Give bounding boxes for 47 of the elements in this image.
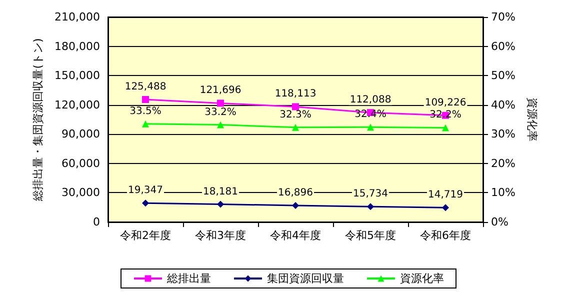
point: [217, 100, 224, 107]
legend-label: 総排出量: [166, 272, 211, 285]
y2-tick-label: 40%: [491, 98, 516, 112]
data-label: 15,734: [353, 188, 388, 200]
data-label: 19,347: [128, 185, 163, 196]
y-tick-label: 30,000: [62, 186, 100, 200]
y-tick-label: 60,000: [62, 156, 100, 170]
data-label: 125,488: [124, 82, 166, 92]
x-tick-label: 令和5年度: [345, 229, 396, 242]
point: [142, 96, 149, 103]
y2-axis-title: 資源化率: [525, 98, 538, 142]
point: [217, 200, 224, 208]
y2-tick-label: 50%: [491, 69, 516, 82]
y-tick-label: 120,000: [54, 98, 100, 112]
legend-label: 資源化率: [400, 272, 444, 285]
y2-tick-label: 10%: [491, 186, 516, 200]
x-tick-label: 令和6年度: [420, 229, 471, 242]
point: [292, 103, 299, 110]
data-label: 121,696: [200, 85, 242, 96]
x-tick-label: 令和4年度: [270, 229, 321, 242]
y2-tick-label: 0%: [491, 216, 508, 228]
data-label: 109,226: [424, 97, 466, 108]
legend-label: 集団資源回収量: [267, 272, 344, 285]
data-label: 33.5%: [130, 106, 162, 117]
data-label: 14,719: [428, 190, 463, 201]
data-label: 16,896: [278, 188, 313, 199]
data-label: 112,088: [350, 94, 392, 106]
x-tick-label: 令和3年度: [195, 229, 246, 242]
y-tick-label: 180,000: [54, 40, 100, 53]
y2-tick-label: 60%: [491, 40, 516, 53]
y-axis-title: 総排出量・集団資源回収量(トン): [32, 38, 45, 202]
y2-tick-label: 30%: [491, 128, 516, 141]
data-label: 33.2%: [204, 106, 236, 118]
point: [142, 200, 149, 207]
y-tick-label: 210,000: [54, 10, 100, 24]
data-label: 18,181: [203, 186, 238, 198]
y-tick-label: 90,000: [62, 128, 100, 141]
data-label: 118,113: [274, 88, 316, 100]
data-label: 32.3%: [280, 109, 312, 120]
y2-tick-label: 70%: [491, 10, 516, 24]
point: [292, 202, 299, 210]
y-tick-label: 0: [93, 216, 100, 228]
point: [442, 204, 449, 212]
y-tick-label: 150,000: [54, 69, 100, 82]
y2-tick-label: 20%: [491, 156, 516, 170]
x-tick-label: 令和2年度: [120, 229, 171, 242]
point: [367, 203, 374, 210]
